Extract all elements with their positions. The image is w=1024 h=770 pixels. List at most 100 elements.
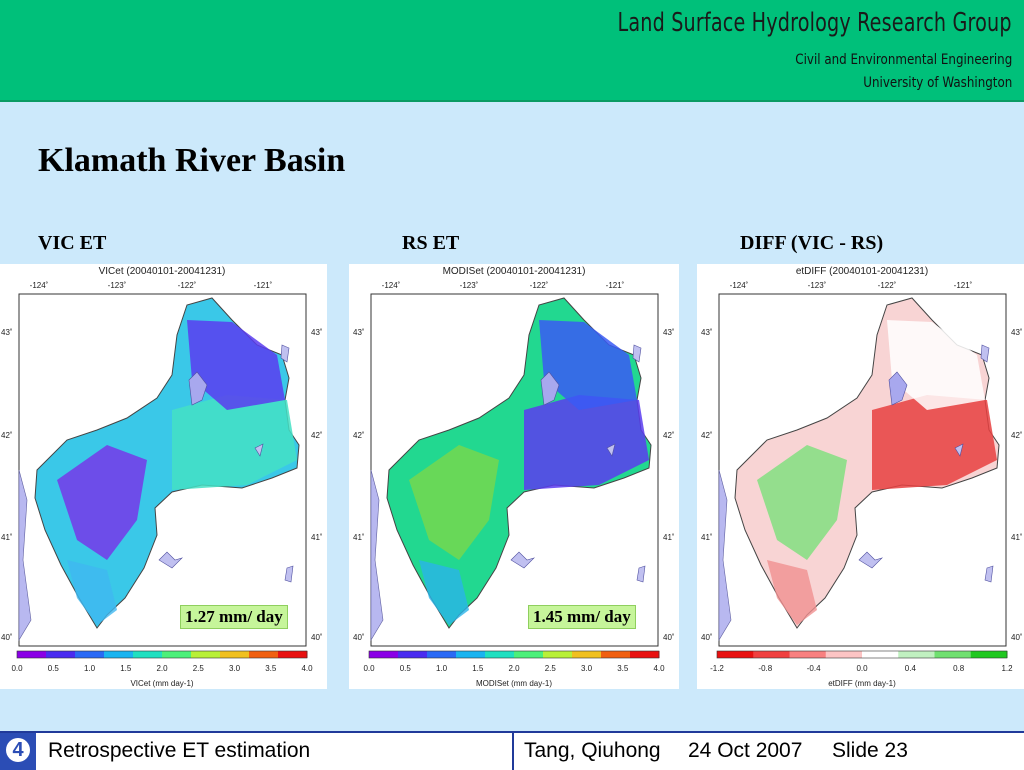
- lake-southeast: [636, 565, 646, 583]
- basin-region-south: [767, 560, 817, 625]
- basin-region-east: [872, 395, 997, 490]
- slide-title: Klamath River Basin: [38, 142, 346, 179]
- colorbar-swatch: [17, 651, 47, 658]
- colorbar-tick-label: 1.2: [1001, 664, 1013, 673]
- basin-region-north: [187, 320, 285, 410]
- footer-separator: [512, 733, 514, 770]
- lake-northeast: [632, 344, 642, 363]
- latitude-label-right: 41˚: [1011, 533, 1023, 542]
- latitude-label-left: 42˚: [353, 431, 365, 440]
- latitude-label-left: 40˚: [1, 633, 13, 642]
- ocean-coast: [370, 469, 384, 642]
- footer-slide-number: Slide 23: [832, 739, 908, 762]
- colorbar-swatch: [104, 651, 134, 658]
- latitude-label-left: 41˚: [1, 533, 13, 542]
- colorbar-tick-label: -1.2: [710, 664, 724, 673]
- colorbar-swatch: [717, 651, 754, 658]
- latitude-label-right: 43˚: [1011, 328, 1023, 337]
- colorbar-swatch: [427, 651, 457, 658]
- colorbar-swatch: [543, 651, 573, 658]
- map-panel-vic: VICet (20040101-20041231) -124˚ -123˚ -122˚…: [0, 264, 327, 689]
- mean-value-badge-vic: 1.27 mm/ day: [180, 605, 288, 629]
- map-title: MODISet (20040101-20041231): [443, 266, 586, 277]
- colorbar-tick-label: 1.0: [436, 664, 448, 673]
- colorbar-tick-label: 4.0: [301, 664, 313, 673]
- colorbar-frame: [368, 650, 660, 659]
- map-title: etDIFF (20040101-20041231): [796, 266, 928, 277]
- colorbar-swatch: [934, 651, 972, 658]
- colorbar-swatch: [162, 651, 192, 658]
- colorbar-swatch: [369, 651, 399, 658]
- colorbar-swatch: [75, 651, 105, 658]
- ocean-coast: [18, 469, 32, 642]
- lake-shasta: [510, 551, 536, 569]
- latitude-label-right: 40˚: [311, 633, 323, 642]
- basin-region-south: [419, 560, 469, 625]
- department-name: Civil and Environmental Engineering: [795, 52, 1012, 68]
- colorbar-tick-label: 4.0: [653, 664, 665, 673]
- colorbar-swatch: [514, 651, 544, 658]
- latitude-label-left: 41˚: [701, 533, 713, 542]
- latitude-label-right: 42˚: [1011, 431, 1023, 440]
- longitude-label: -123˚: [108, 281, 127, 290]
- latitude-label-left: 40˚: [353, 633, 365, 642]
- colorbar-tick-label: 2.5: [193, 664, 205, 673]
- colorbar-tick-label: -0.4: [807, 664, 821, 673]
- colorbar-label: VICet (mm day-1): [130, 679, 193, 688]
- mean-value-badge-rs: 1.45 mm/ day: [528, 605, 636, 629]
- latitude-label-right: 41˚: [663, 533, 675, 542]
- latitude-label-right: 43˚: [311, 328, 323, 337]
- colorbar-swatch: [278, 651, 308, 658]
- lake-upper-klamath: [888, 371, 908, 406]
- longitude-label: -123˚: [808, 281, 827, 290]
- lake-upper-klamath: [540, 371, 560, 406]
- header-divider: [0, 100, 1024, 102]
- colorbar-frame: [716, 650, 1008, 659]
- latitude-label-right: 42˚: [311, 431, 323, 440]
- lake-shasta: [158, 551, 184, 569]
- colorbar-swatch: [220, 651, 250, 658]
- lake-tule: [606, 443, 616, 457]
- colorbar-tick-label: 3.0: [581, 664, 593, 673]
- basin-region-east: [172, 395, 297, 490]
- colorbar-label: MODISet (mm day-1): [476, 679, 552, 688]
- colorbar-swatch: [46, 651, 76, 658]
- map-svg: etDIFF (20040101-20041231) -124˚ -123˚ -122…: [701, 266, 1023, 688]
- basin-region-west: [757, 445, 847, 560]
- colorbar-swatch: [825, 651, 863, 658]
- colorbar-tick-label: 1.5: [472, 664, 484, 673]
- group-name: Land Surface Hydrology Research Group: [617, 8, 1012, 38]
- colorbar-tick-label: 0.8: [953, 664, 965, 673]
- latitude-label-left: 43˚: [1, 328, 13, 337]
- lake-tule: [954, 443, 964, 457]
- latitude-label-right: 40˚: [1011, 633, 1023, 642]
- colorbar-tick-label: 0.4: [905, 664, 917, 673]
- basin-region-north: [887, 320, 985, 410]
- map-panel-diff: etDIFF (20040101-20041231) -124˚ -123˚ -122…: [697, 264, 1024, 689]
- longitude-label: -123˚: [460, 281, 479, 290]
- latitude-label-right: 42˚: [663, 431, 675, 440]
- latitude-label-left: 41˚: [353, 533, 365, 542]
- lake-southeast: [284, 565, 294, 583]
- map-panel-rs: MODISet (20040101-20041231) -124˚ -123˚ -12…: [349, 264, 679, 689]
- colorbar-tick-label: 0.5: [48, 664, 60, 673]
- section-number: 4: [6, 738, 30, 762]
- section-number-box: 4: [0, 733, 36, 770]
- basin-region-east: [524, 395, 649, 490]
- lake-northeast: [280, 344, 290, 363]
- footer-section-title: Retrospective ET estimation: [48, 739, 311, 762]
- map-svg: MODISet (20040101-20041231) -124˚ -123˚ -12…: [353, 266, 675, 688]
- longitude-label: -122˚: [530, 281, 549, 290]
- latitude-label-right: 43˚: [663, 328, 675, 337]
- basin-region-west: [57, 445, 147, 560]
- footer-author: Tang, Qiuhong: [524, 739, 661, 762]
- lake-northeast: [980, 344, 990, 363]
- colorbar-tick-label: 0.5: [400, 664, 412, 673]
- colorbar-tick-label: -0.8: [758, 664, 772, 673]
- latitude-label-left: 40˚: [701, 633, 713, 642]
- lake-shasta: [858, 551, 884, 569]
- colorbar-swatch: [630, 651, 660, 658]
- colorbar-tick-label: 0.0: [363, 664, 375, 673]
- lake-southeast: [984, 565, 994, 583]
- longitude-label: -121˚: [606, 281, 625, 290]
